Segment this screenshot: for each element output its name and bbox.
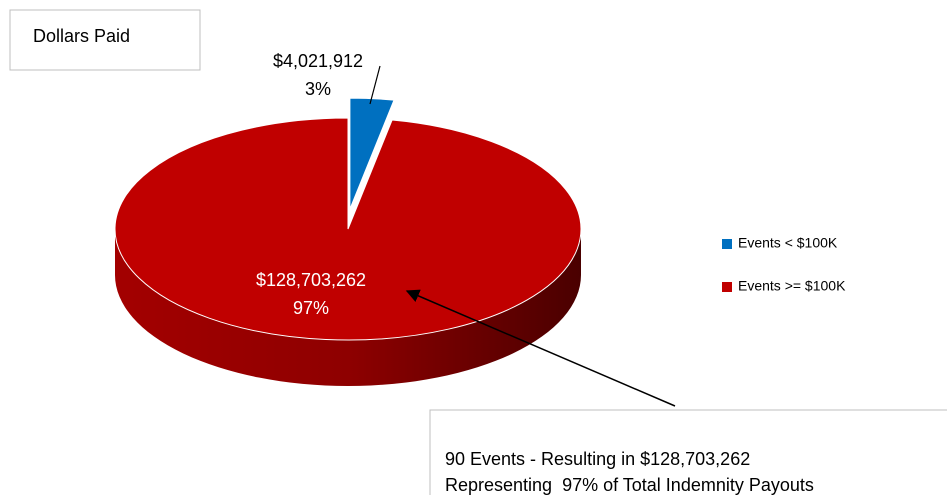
percent-label: 97%	[293, 298, 329, 318]
chart-title: Dollars Paid	[33, 26, 130, 46]
legend-label: Events >= $100K	[738, 278, 846, 294]
annotation-line: 90 Events - Resulting in $128,703,262	[445, 449, 750, 469]
legend-swatch	[722, 239, 732, 249]
slice	[349, 97, 395, 210]
legend-swatch	[722, 282, 732, 292]
data-label: $128,703,262	[256, 270, 366, 290]
slice	[114, 117, 582, 341]
data-label: $4,021,912	[273, 51, 363, 71]
percent-label: 3%	[305, 79, 331, 99]
annotation-arrow	[405, 289, 676, 407]
title-box	[9, 9, 201, 71]
legend-label: Events < $100K	[738, 235, 838, 251]
slice-side	[115, 229, 581, 386]
annotation-box	[429, 409, 947, 495]
pie	[114, 97, 582, 386]
leader-line	[369, 65, 381, 105]
annotation-line: Representing 97% of Total Indemnity Payo…	[445, 475, 814, 495]
